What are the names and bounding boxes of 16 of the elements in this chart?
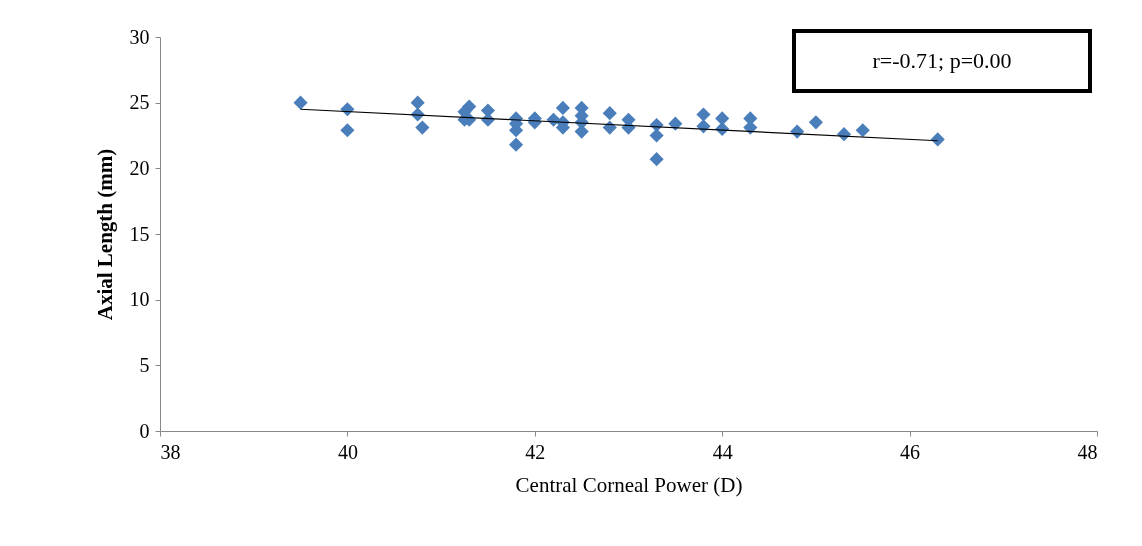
x-tick-label: 46 — [900, 440, 921, 463]
y-tick-label: 20 — [129, 156, 150, 179]
x-tick-label: 40 — [337, 440, 358, 463]
annotation: r=-0.71; p=0.00 — [792, 29, 1092, 93]
y-tick-label: 5 — [139, 353, 150, 376]
y-tick-label: 15 — [129, 222, 150, 245]
x-tick-label: 44 — [712, 440, 733, 463]
y-axis-title: Axial Length (mm) — [92, 148, 117, 321]
x-tick-label: 48 — [1077, 440, 1098, 463]
y-tick-label: 0 — [139, 419, 150, 442]
y-tick-label: 10 — [129, 288, 150, 311]
y-tick-label: 25 — [129, 91, 150, 114]
y-tick-label: 30 — [129, 25, 150, 48]
x-axis-title: Central Corneal Power (D) — [515, 472, 743, 497]
x-tick-label: 38 — [160, 440, 181, 463]
x-tick-label: 42 — [525, 440, 546, 463]
